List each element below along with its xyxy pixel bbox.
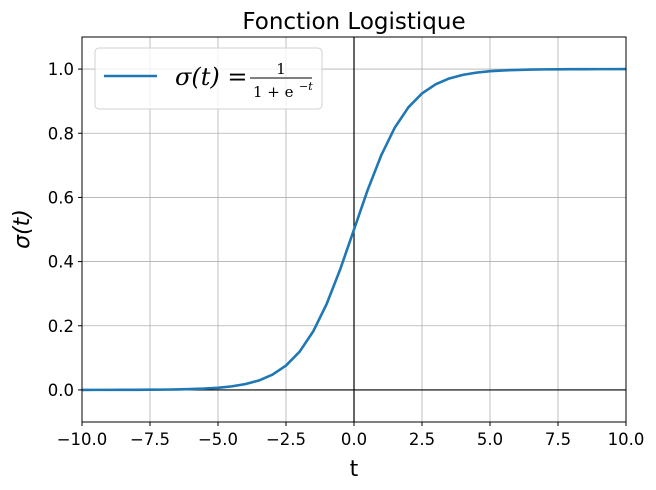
x-axis-ticks: −10.0 −7.5 −5.0 −2.5 0.0 2.5 5.0 7.5 10.0 — [57, 422, 645, 449]
legend-box — [94, 47, 323, 110]
legend-formula-numerator: 1 — [276, 60, 286, 78]
x-tick-label-1: −7.5 — [130, 430, 170, 449]
legend-formula-lhs: σ(t) = — [175, 63, 248, 91]
series-layer — [81, 67, 627, 392]
x-tick-label-2: −5.0 — [198, 430, 238, 449]
x-tick-label-5: 2.5 — [409, 430, 435, 449]
legend-formula-denominator: 1 + e — [253, 83, 294, 101]
y-tick-label-1: 0.2 — [48, 317, 74, 336]
x-tick-label-4: 0.0 — [341, 430, 367, 449]
x-tick-label-6: 5.0 — [477, 430, 503, 449]
x-tick-label-0: −10.0 — [57, 430, 108, 449]
y-tick-label-0: 0.0 — [48, 381, 74, 400]
x-tick-label-7: 7.5 — [545, 430, 571, 449]
y-tick-label-3: 0.6 — [48, 188, 74, 207]
y-axis-ticks: 0.0 0.2 0.4 0.6 0.8 1.0 — [48, 60, 82, 400]
legend: σ(t) = 1 1 + e −t — [94, 47, 323, 110]
x-tick-label-3: −2.5 — [266, 430, 306, 449]
y-tick-label-2: 0.4 — [48, 253, 74, 272]
chart-title: Fonction Logistique — [242, 9, 465, 35]
y-tick-label-4: 0.8 — [48, 124, 74, 143]
series-line-0 — [81, 67, 627, 392]
y-axis-label: σ(t) — [10, 209, 35, 249]
x-tick-label-8: 10.0 — [608, 430, 645, 449]
y-tick-label-5: 1.0 — [48, 60, 74, 79]
x-axis-label: t — [350, 457, 359, 482]
legend-formula-exponent: −t — [299, 80, 313, 93]
